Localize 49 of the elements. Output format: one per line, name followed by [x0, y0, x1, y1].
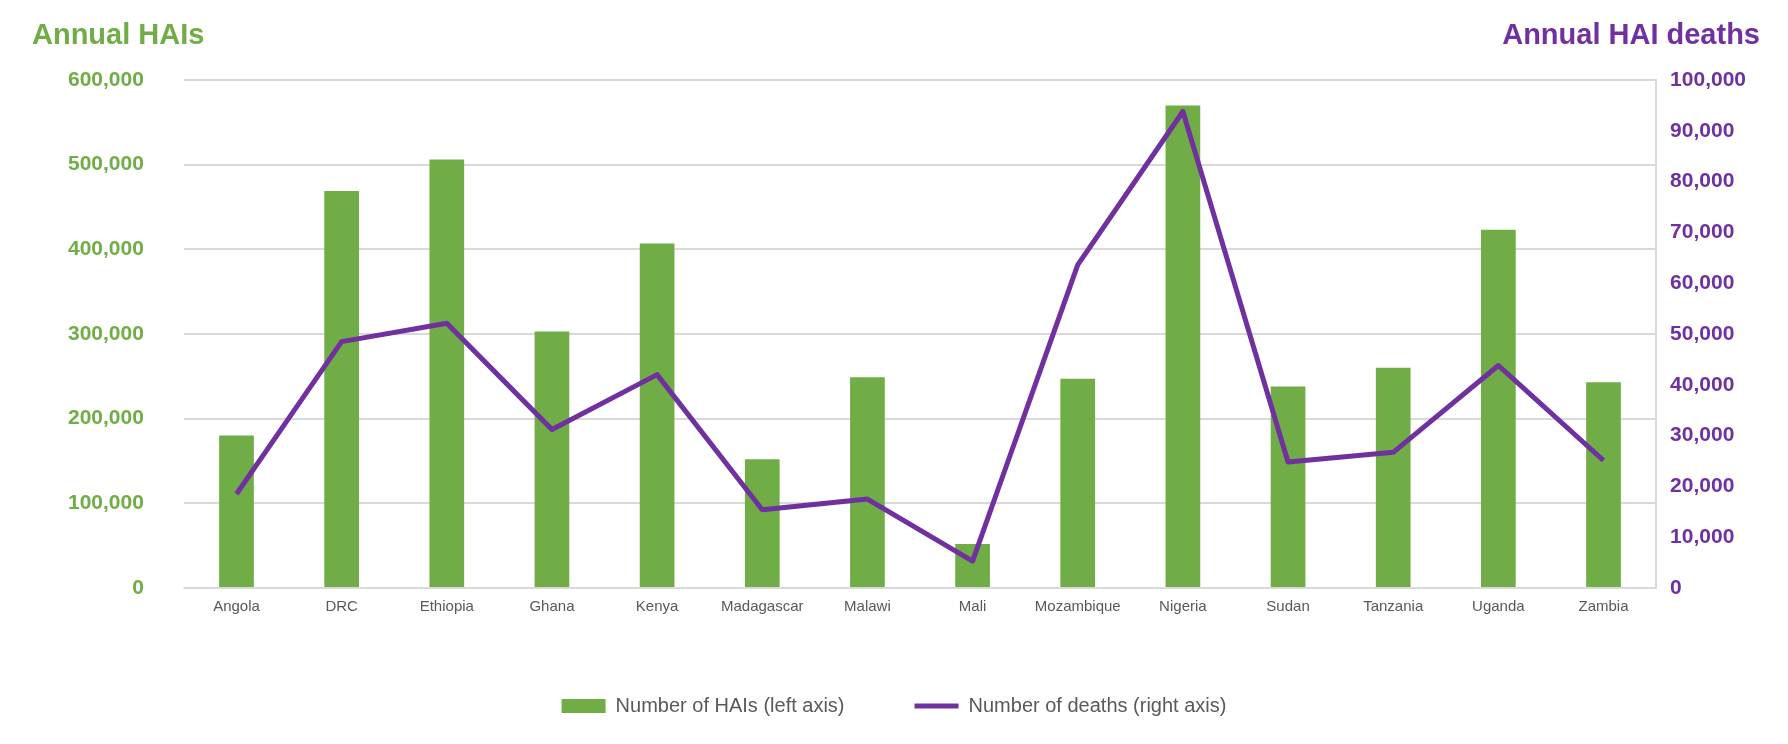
x-tick-label: Malawi	[844, 597, 891, 615]
y-tick-label: 500,000	[67, 151, 144, 175]
y2-axis-title: Annual HAI deaths	[1502, 18, 1760, 51]
x-tick-label: Angola	[213, 597, 261, 615]
x-tick-label: Kenya	[635, 597, 680, 615]
y-tick-label: 100,000	[67, 490, 144, 514]
bar	[1481, 229, 1516, 587]
y-tick-label: 0	[132, 574, 144, 598]
x-tick-label: Sudan	[1266, 597, 1310, 615]
y2-tick-label: 60,000	[1670, 270, 1735, 293]
y2-tick-label: 30,000	[1670, 422, 1735, 446]
bar	[639, 243, 675, 587]
y-tick-label: 400,000	[67, 236, 144, 260]
y-tick-label: 600,000	[67, 66, 144, 90]
y2-tick-label: 10,000	[1670, 524, 1735, 547]
y2-tick-label: 50,000	[1670, 320, 1735, 344]
legend-label: Number of deaths (right axis)	[968, 693, 1227, 716]
y-axis-title: Annual HAIs	[32, 18, 205, 51]
bar	[850, 377, 885, 587]
bar	[1165, 105, 1201, 587]
bar	[1060, 378, 1096, 587]
bar	[1375, 367, 1411, 587]
y2-tick-label: 20,000	[1670, 473, 1735, 497]
legend-label: Number of HAIs (left axis)	[615, 693, 845, 716]
y2-tick-label: 100,000	[1670, 66, 1747, 90]
y2-tick-label: 80,000	[1670, 168, 1735, 192]
x-tick-label: DRC	[325, 597, 359, 615]
bar	[1270, 386, 1306, 587]
x-tick-label: Ethiopia	[419, 597, 475, 615]
x-tick-label: Tanzania	[1363, 597, 1424, 615]
y-tick-label: 300,000	[67, 320, 144, 344]
y2-tick-label: 70,000	[1670, 219, 1735, 243]
x-tick-label: Mali	[958, 597, 987, 615]
bar	[429, 159, 465, 587]
x-tick-label: Nigeria	[1159, 597, 1208, 615]
x-tick-label: Ghana	[529, 597, 576, 615]
y-tick-label: 200,000	[67, 405, 144, 429]
y2-tick-label: 40,000	[1670, 371, 1735, 395]
x-tick-label: Madagascar	[720, 597, 804, 615]
y2-tick-label: 0	[1670, 574, 1682, 598]
bar	[219, 435, 254, 587]
bar	[534, 331, 570, 587]
x-tick-label: Mozambique	[1034, 597, 1121, 615]
y2-tick-label: 90,000	[1670, 117, 1735, 141]
x-tick-label: Zambia	[1578, 597, 1630, 615]
bar	[1586, 382, 1621, 587]
bar	[324, 190, 359, 587]
bar	[744, 459, 780, 587]
x-tick-label: Uganda	[1472, 597, 1526, 615]
